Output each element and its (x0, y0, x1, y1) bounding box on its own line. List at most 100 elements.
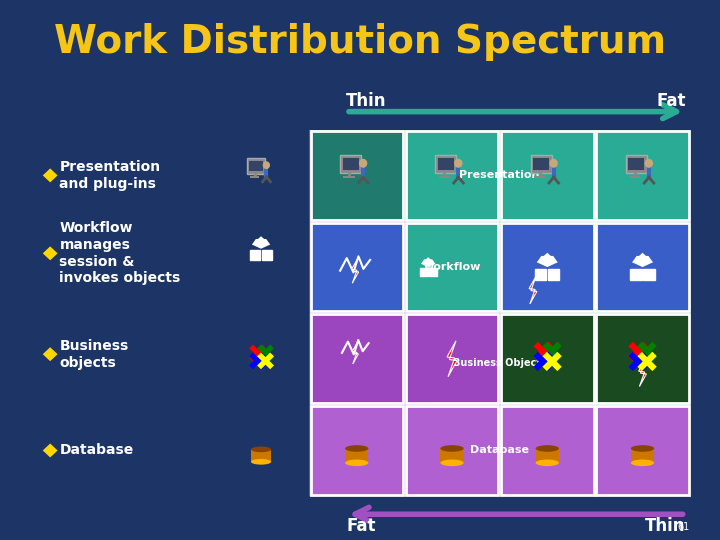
FancyBboxPatch shape (406, 406, 498, 495)
Ellipse shape (345, 445, 369, 452)
FancyBboxPatch shape (436, 156, 456, 173)
FancyBboxPatch shape (340, 156, 361, 173)
FancyBboxPatch shape (626, 156, 647, 173)
Ellipse shape (441, 460, 464, 466)
Text: ✖: ✖ (539, 340, 564, 368)
FancyBboxPatch shape (438, 176, 450, 178)
FancyBboxPatch shape (345, 449, 369, 463)
Ellipse shape (536, 460, 559, 466)
Text: workflow: workflow (423, 262, 481, 272)
FancyBboxPatch shape (249, 161, 263, 171)
Polygon shape (632, 253, 653, 267)
FancyBboxPatch shape (343, 158, 359, 170)
Text: ✖: ✖ (254, 351, 276, 375)
Polygon shape (421, 259, 436, 264)
FancyBboxPatch shape (406, 131, 498, 220)
Polygon shape (447, 341, 457, 377)
FancyBboxPatch shape (501, 406, 593, 495)
Circle shape (550, 159, 557, 167)
Text: Business Objects: Business Objects (453, 359, 546, 368)
Text: ✖: ✖ (246, 342, 268, 367)
Text: Presentation: Presentation (459, 171, 540, 180)
Circle shape (359, 159, 366, 167)
FancyBboxPatch shape (536, 449, 559, 463)
Text: Presentation
and plug-ins: Presentation and plug-ins (60, 160, 161, 191)
FancyBboxPatch shape (644, 268, 654, 280)
Polygon shape (252, 236, 270, 249)
FancyBboxPatch shape (596, 131, 689, 220)
FancyBboxPatch shape (406, 314, 498, 403)
Text: ✖: ✖ (635, 349, 659, 377)
FancyBboxPatch shape (310, 222, 403, 312)
Ellipse shape (441, 445, 464, 452)
Text: Fat: Fat (346, 517, 376, 535)
Polygon shape (421, 257, 436, 267)
FancyBboxPatch shape (629, 176, 640, 178)
Polygon shape (352, 342, 359, 364)
Polygon shape (42, 168, 58, 183)
Text: ✖: ✖ (539, 349, 564, 377)
Circle shape (455, 159, 462, 167)
Text: ✖: ✖ (531, 349, 555, 377)
FancyBboxPatch shape (501, 131, 593, 220)
FancyBboxPatch shape (438, 158, 454, 170)
Text: Database: Database (470, 446, 529, 455)
Text: Work Distribution Spectrum: Work Distribution Spectrum (54, 23, 666, 61)
Text: ✖: ✖ (531, 340, 555, 368)
Polygon shape (309, 130, 690, 496)
FancyBboxPatch shape (251, 449, 271, 462)
Polygon shape (537, 256, 557, 262)
Text: ✖: ✖ (626, 340, 650, 368)
Polygon shape (529, 276, 537, 304)
FancyBboxPatch shape (631, 449, 654, 463)
FancyBboxPatch shape (596, 222, 689, 312)
Ellipse shape (631, 445, 654, 452)
Circle shape (645, 159, 652, 167)
Ellipse shape (345, 460, 369, 466)
Ellipse shape (251, 447, 271, 452)
Text: Database: Database (60, 443, 134, 457)
FancyBboxPatch shape (501, 314, 593, 403)
Text: ✖: ✖ (626, 349, 650, 377)
FancyBboxPatch shape (310, 131, 403, 220)
FancyBboxPatch shape (535, 268, 546, 280)
FancyBboxPatch shape (596, 314, 689, 403)
Text: ✖: ✖ (246, 351, 268, 375)
FancyBboxPatch shape (251, 250, 261, 260)
Polygon shape (537, 253, 557, 267)
FancyBboxPatch shape (501, 222, 593, 312)
Ellipse shape (631, 460, 654, 466)
FancyBboxPatch shape (428, 268, 437, 276)
FancyBboxPatch shape (531, 156, 552, 173)
Polygon shape (42, 246, 58, 260)
FancyBboxPatch shape (343, 176, 355, 178)
FancyBboxPatch shape (631, 268, 642, 280)
FancyBboxPatch shape (534, 176, 545, 178)
FancyBboxPatch shape (247, 158, 265, 174)
Ellipse shape (251, 459, 271, 464)
Text: Thin: Thin (645, 517, 685, 535)
FancyBboxPatch shape (310, 314, 403, 403)
FancyBboxPatch shape (406, 222, 498, 312)
Text: ✖: ✖ (254, 342, 276, 367)
FancyBboxPatch shape (596, 406, 689, 495)
FancyBboxPatch shape (534, 158, 549, 170)
Circle shape (264, 162, 269, 168)
Polygon shape (632, 256, 653, 262)
FancyBboxPatch shape (261, 250, 272, 260)
FancyBboxPatch shape (441, 449, 464, 463)
Polygon shape (639, 359, 647, 387)
Polygon shape (42, 443, 58, 457)
FancyBboxPatch shape (548, 268, 559, 280)
Text: Fat: Fat (656, 92, 685, 110)
FancyBboxPatch shape (250, 176, 259, 178)
FancyBboxPatch shape (310, 406, 403, 495)
Polygon shape (351, 258, 359, 284)
Text: Workflow
manages
session &
invokes objects: Workflow manages session & invokes objec… (60, 221, 181, 286)
Polygon shape (252, 239, 270, 245)
Polygon shape (42, 347, 58, 361)
Text: 61: 61 (677, 522, 689, 532)
FancyBboxPatch shape (420, 268, 428, 276)
Text: Business
objects: Business objects (60, 339, 129, 369)
Text: Thin: Thin (346, 92, 387, 110)
